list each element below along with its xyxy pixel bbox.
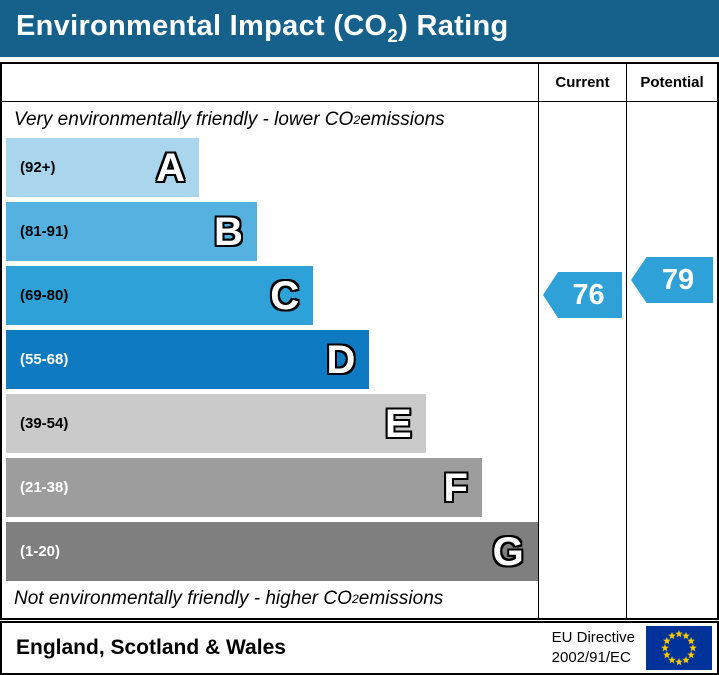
band-letter: E [385, 401, 412, 446]
region-label: England, Scotland & Wales [16, 636, 286, 659]
page-title-text: Environmental Impact (CO [16, 10, 388, 43]
chart-body: Very environmentally friendly - lower CO… [2, 102, 717, 618]
band-range-label: (69-80) [20, 287, 69, 304]
band-row-b: (81-91) B [6, 202, 257, 261]
band-row-a: (92+) A [6, 138, 199, 197]
eu-directive-line2: 2002/91/EC [551, 649, 631, 666]
caption-top: Very environmentally friendly - lower CO… [2, 102, 538, 138]
band-range-label: (92+) [20, 159, 56, 176]
potential-rating-marker: 79 [631, 257, 713, 303]
band-letter: B [213, 209, 243, 254]
footer-bar: England, Scotland & Wales EU Directive 2… [0, 621, 719, 675]
band-row-f: (21-38) F [6, 458, 482, 517]
band-range-label: (39-54) [20, 415, 69, 432]
caption-bottom-suffix: emissions [358, 588, 444, 609]
caption-bottom: Not environmentally friendly - higher CO… [2, 581, 538, 617]
band-range-label: (81-91) [20, 223, 69, 240]
current-column: 76 [538, 102, 626, 618]
band-letter: C [270, 273, 300, 318]
caption-bottom-text: Not environmentally friendly - higher CO [14, 588, 352, 609]
band-letter: D [326, 337, 356, 382]
band-range-label: (55-68) [20, 351, 69, 368]
caption-top-suffix: emissions [360, 109, 445, 130]
potential-column-header: Potential [626, 64, 717, 101]
title-bar: Environmental Impact (CO2) Rating [0, 0, 719, 57]
page-title-suffix: ) Rating [398, 10, 509, 43]
caption-bottom-subscript: 2 [351, 592, 359, 606]
current-rating-marker: 76 [543, 272, 622, 318]
chart-header-spacer [2, 64, 538, 101]
band-letter: F [443, 465, 468, 510]
eu-directive-label: EU Directive 2002/91/EC [552, 628, 635, 669]
band-row-d: (55-68) D [6, 330, 370, 389]
band-range-label: (21-38) [20, 479, 69, 496]
potential-column: 79 [626, 102, 717, 618]
band-row-e: (39-54) E [6, 394, 426, 453]
potential-rating-value: 79 [661, 263, 695, 296]
current-column-header: Current [538, 64, 626, 101]
band-row-c: (69-80) C [6, 266, 314, 325]
current-rating-value: 76 [572, 278, 605, 311]
band-row-g: (1-20) G [6, 522, 538, 581]
rating-chart: Current Potential Very environmentally f… [0, 62, 719, 620]
caption-top-text: Very environmentally friendly - lower CO [14, 109, 354, 130]
eu-flag-icon [646, 626, 712, 670]
band-letter: G [492, 529, 524, 574]
band-range-label: (1-20) [20, 543, 61, 560]
band-letter: A [156, 145, 185, 190]
eu-directive-line1: EU Directive [551, 628, 635, 646]
chart-header-row: Current Potential [2, 64, 717, 102]
page-title: Environmental Impact (CO2) Rating [16, 10, 509, 47]
bands-area: Very environmentally friendly - lower CO… [2, 102, 538, 618]
caption-top-subscript: 2 [353, 113, 361, 127]
page-title-subscript: 2 [387, 24, 399, 46]
